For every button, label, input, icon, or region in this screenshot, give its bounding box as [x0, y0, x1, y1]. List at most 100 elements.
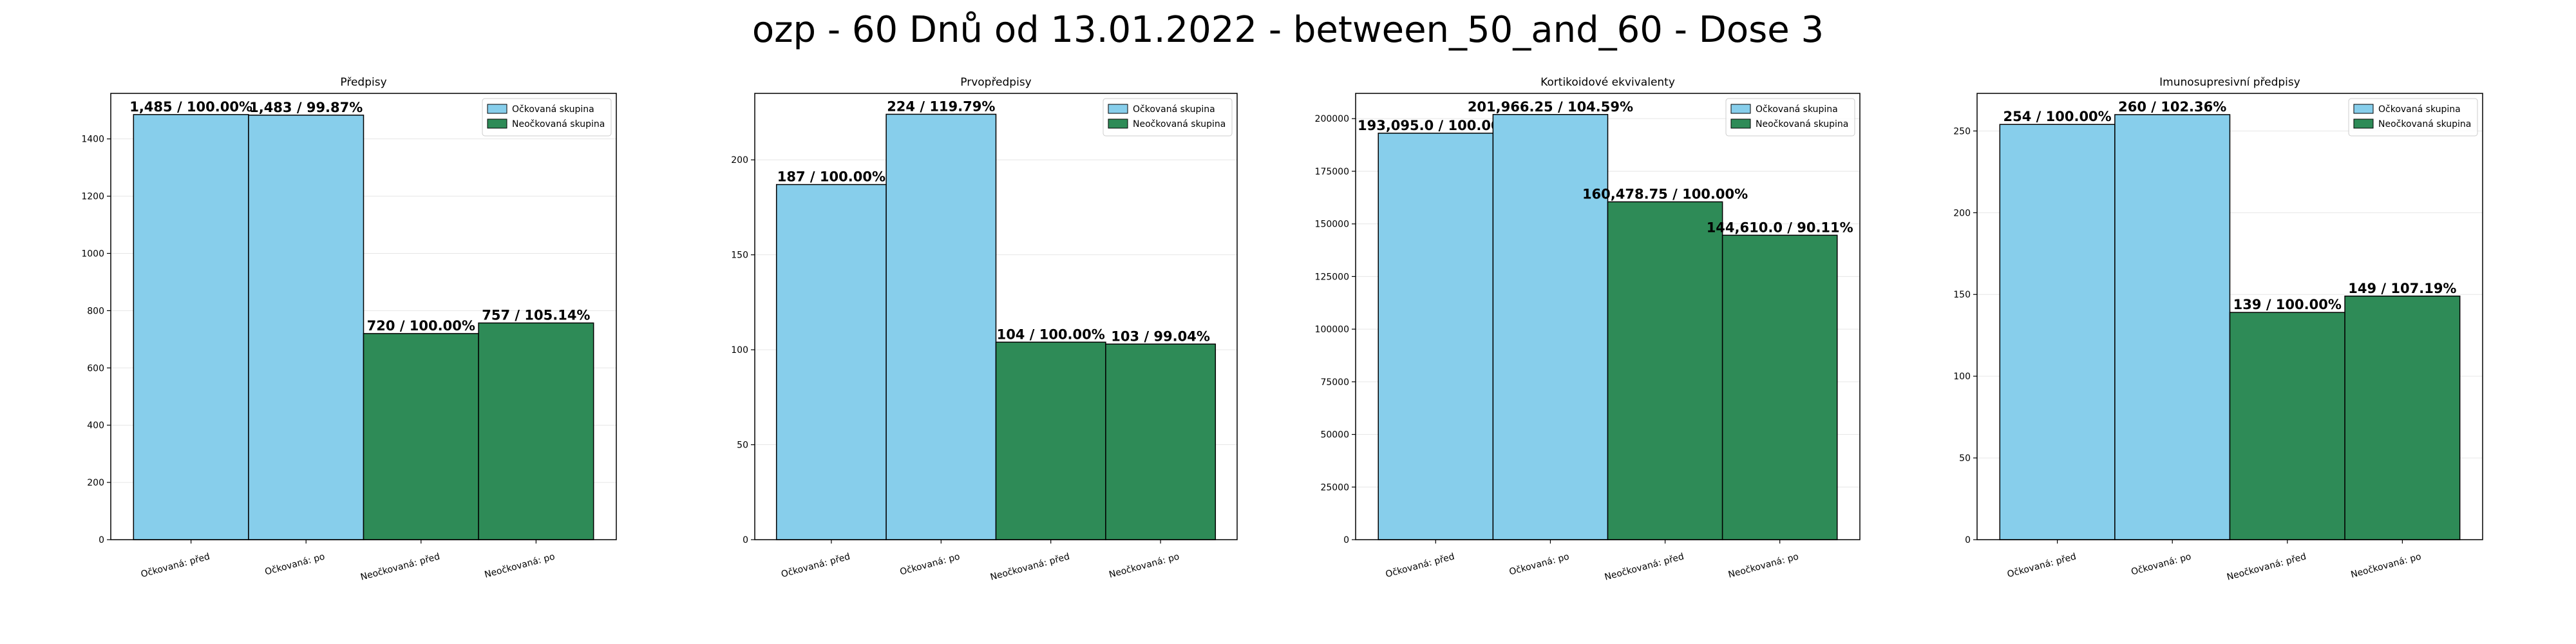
legend-label: Očkovaná skupina: [1756, 104, 1838, 115]
x-tick-label: Očkovaná: před: [1385, 551, 1456, 580]
x-tick-label: Očkovaná: po: [899, 551, 961, 577]
y-tick-label: 100: [1953, 372, 1971, 382]
data-label: 144,610.0 / 90.11%: [1707, 220, 1853, 235]
y-tick-label: 150: [1953, 290, 1971, 300]
legend: Očkovaná skupina Neočkovaná skupina: [1725, 98, 1855, 137]
legend-swatch: [1730, 104, 1751, 114]
legend-box: [1725, 98, 1855, 137]
data-label: 260 / 102.36%: [2118, 99, 2226, 115]
y-tick-label: 100000: [1315, 325, 1349, 335]
y-tick-label: 200000: [1315, 114, 1349, 124]
chart-3: Kortikoidové ekvivalenty 0 25000 50000 75000…: [1315, 76, 1861, 583]
y-tick-label: 50000: [1320, 430, 1349, 440]
x-tick-label: Neočkovaná: před: [2226, 551, 2307, 582]
x-tick-label: Očkovaná: po: [264, 551, 327, 577]
chart-title: Imunosupresivní předpisy: [2159, 76, 2300, 89]
legend-label: Neočkovaná skupina: [2378, 119, 2471, 129]
y-tick-label: 1400: [81, 135, 104, 145]
y-tick-label: 200: [731, 155, 748, 166]
plot-frame: [754, 93, 1238, 540]
x-tick-label: Neočkovaná: před: [359, 551, 441, 582]
legend-label: Neočkovaná skupina: [1756, 119, 1848, 129]
bar: [1492, 114, 1609, 540]
legend-box: [1103, 98, 1233, 137]
y-tick-label: 0: [1343, 535, 1349, 545]
x-tick-label: Neočkovaná: po: [2350, 551, 2423, 580]
legend-swatch: [2353, 104, 2374, 114]
legend-box: [2348, 98, 2478, 137]
bar: [133, 114, 249, 540]
y-tick-label: 25000: [1320, 482, 1349, 493]
data-label: 224 / 119.79%: [887, 99, 995, 114]
bar: [1378, 133, 1494, 540]
bar: [1607, 201, 1723, 540]
legend-swatch: [487, 104, 507, 114]
data-label: 1,485 / 100.00%: [129, 99, 252, 115]
legend-box: [482, 98, 612, 137]
chart-2: Prvopředpisy 0 50 100 150 200 187 / 100.00% Očk…: [731, 76, 1238, 583]
bar: [2344, 296, 2461, 540]
chart-title: Kortikoidové ekvivalenty: [1540, 76, 1675, 89]
y-tick-label: 400: [87, 421, 104, 431]
legend-label: Neočkovaná skupina: [512, 119, 605, 129]
legend-swatch: [2353, 118, 2374, 129]
legend-swatch: [1730, 118, 1751, 129]
y-tick-label: 250: [1953, 126, 1971, 137]
y-tick-label: 50: [737, 440, 748, 451]
y-tick-label: 800: [87, 306, 104, 316]
y-tick-label: 175000: [1315, 167, 1349, 177]
plot-frame: [1355, 93, 1861, 540]
y-tick-label: 75000: [1320, 377, 1349, 388]
y-tick-label: 150000: [1315, 220, 1349, 230]
bar: [886, 113, 997, 540]
chart-4: Imunosupresivní předpisy 0 50 100 150 200 250 2…: [1953, 76, 2483, 583]
data-label: 103 / 99.04%: [1111, 328, 1210, 344]
y-tick-label: 150: [731, 251, 748, 261]
bar: [2229, 312, 2345, 540]
x-tick-label: Očkovaná: před: [780, 551, 851, 580]
data-label: 139 / 100.00%: [2233, 297, 2342, 312]
data-label: 254 / 100.00%: [2003, 109, 2112, 124]
x-tick-label: Neočkovaná: po: [1108, 551, 1180, 580]
data-label: 201,966.25 / 104.59%: [1468, 99, 1633, 115]
data-label: 193,095.0 / 100.00%: [1358, 118, 1514, 133]
bar: [775, 184, 887, 540]
y-tick-label: 50: [1959, 453, 1971, 464]
bar: [995, 341, 1106, 540]
x-tick-label: Neočkovaná: před: [1604, 551, 1685, 582]
data-label: 720 / 100.00%: [367, 318, 475, 334]
y-tick-label: 100: [731, 345, 748, 355]
plot-frame: [110, 93, 617, 540]
legend-swatch: [487, 118, 507, 129]
y-tick-label: 125000: [1315, 272, 1349, 282]
y-tick-label: 600: [87, 363, 104, 374]
bar: [363, 333, 479, 540]
figure-title: ozp - 60 Dnů od 13.01.2022 - between_50_…: [752, 9, 1824, 51]
chart-1: Předpisy 0 200 400 600 800 1000 1200 1400 1,485 /…: [81, 76, 617, 583]
chart-title: Předpisy: [340, 76, 386, 89]
x-tick-label: Očkovaná: po: [2130, 551, 2193, 577]
x-tick-label: Očkovaná: před: [2006, 551, 2078, 580]
legend-label: Očkovaná skupina: [2378, 104, 2461, 115]
x-tick-label: Neočkovaná: po: [1727, 551, 1800, 580]
legend-label: Očkovaná skupina: [512, 104, 594, 115]
y-tick-label: 0: [99, 535, 104, 545]
legend-label: Neočkovaná skupina: [1133, 119, 1226, 129]
bar: [1999, 124, 2116, 540]
y-tick-label: 200: [1953, 208, 1971, 218]
legend: Očkovaná skupina Neočkovaná skupina: [2348, 98, 2478, 137]
bar: [248, 115, 365, 540]
chart-title: Prvopředpisy: [960, 76, 1032, 89]
y-tick-label: 0: [1965, 535, 1971, 545]
y-tick-label: 0: [743, 535, 748, 545]
x-tick-label: Očkovaná: před: [140, 551, 211, 580]
y-tick-label: 1200: [81, 192, 104, 202]
y-tick-label: 1000: [81, 249, 104, 259]
data-label: 149 / 107.19%: [2348, 281, 2456, 296]
bar: [1105, 343, 1217, 540]
bar: [478, 322, 594, 540]
plot-frame: [1976, 93, 2483, 540]
bar: [1721, 234, 1838, 540]
legend: Očkovaná skupina Neočkovaná skupina: [1103, 98, 1233, 137]
